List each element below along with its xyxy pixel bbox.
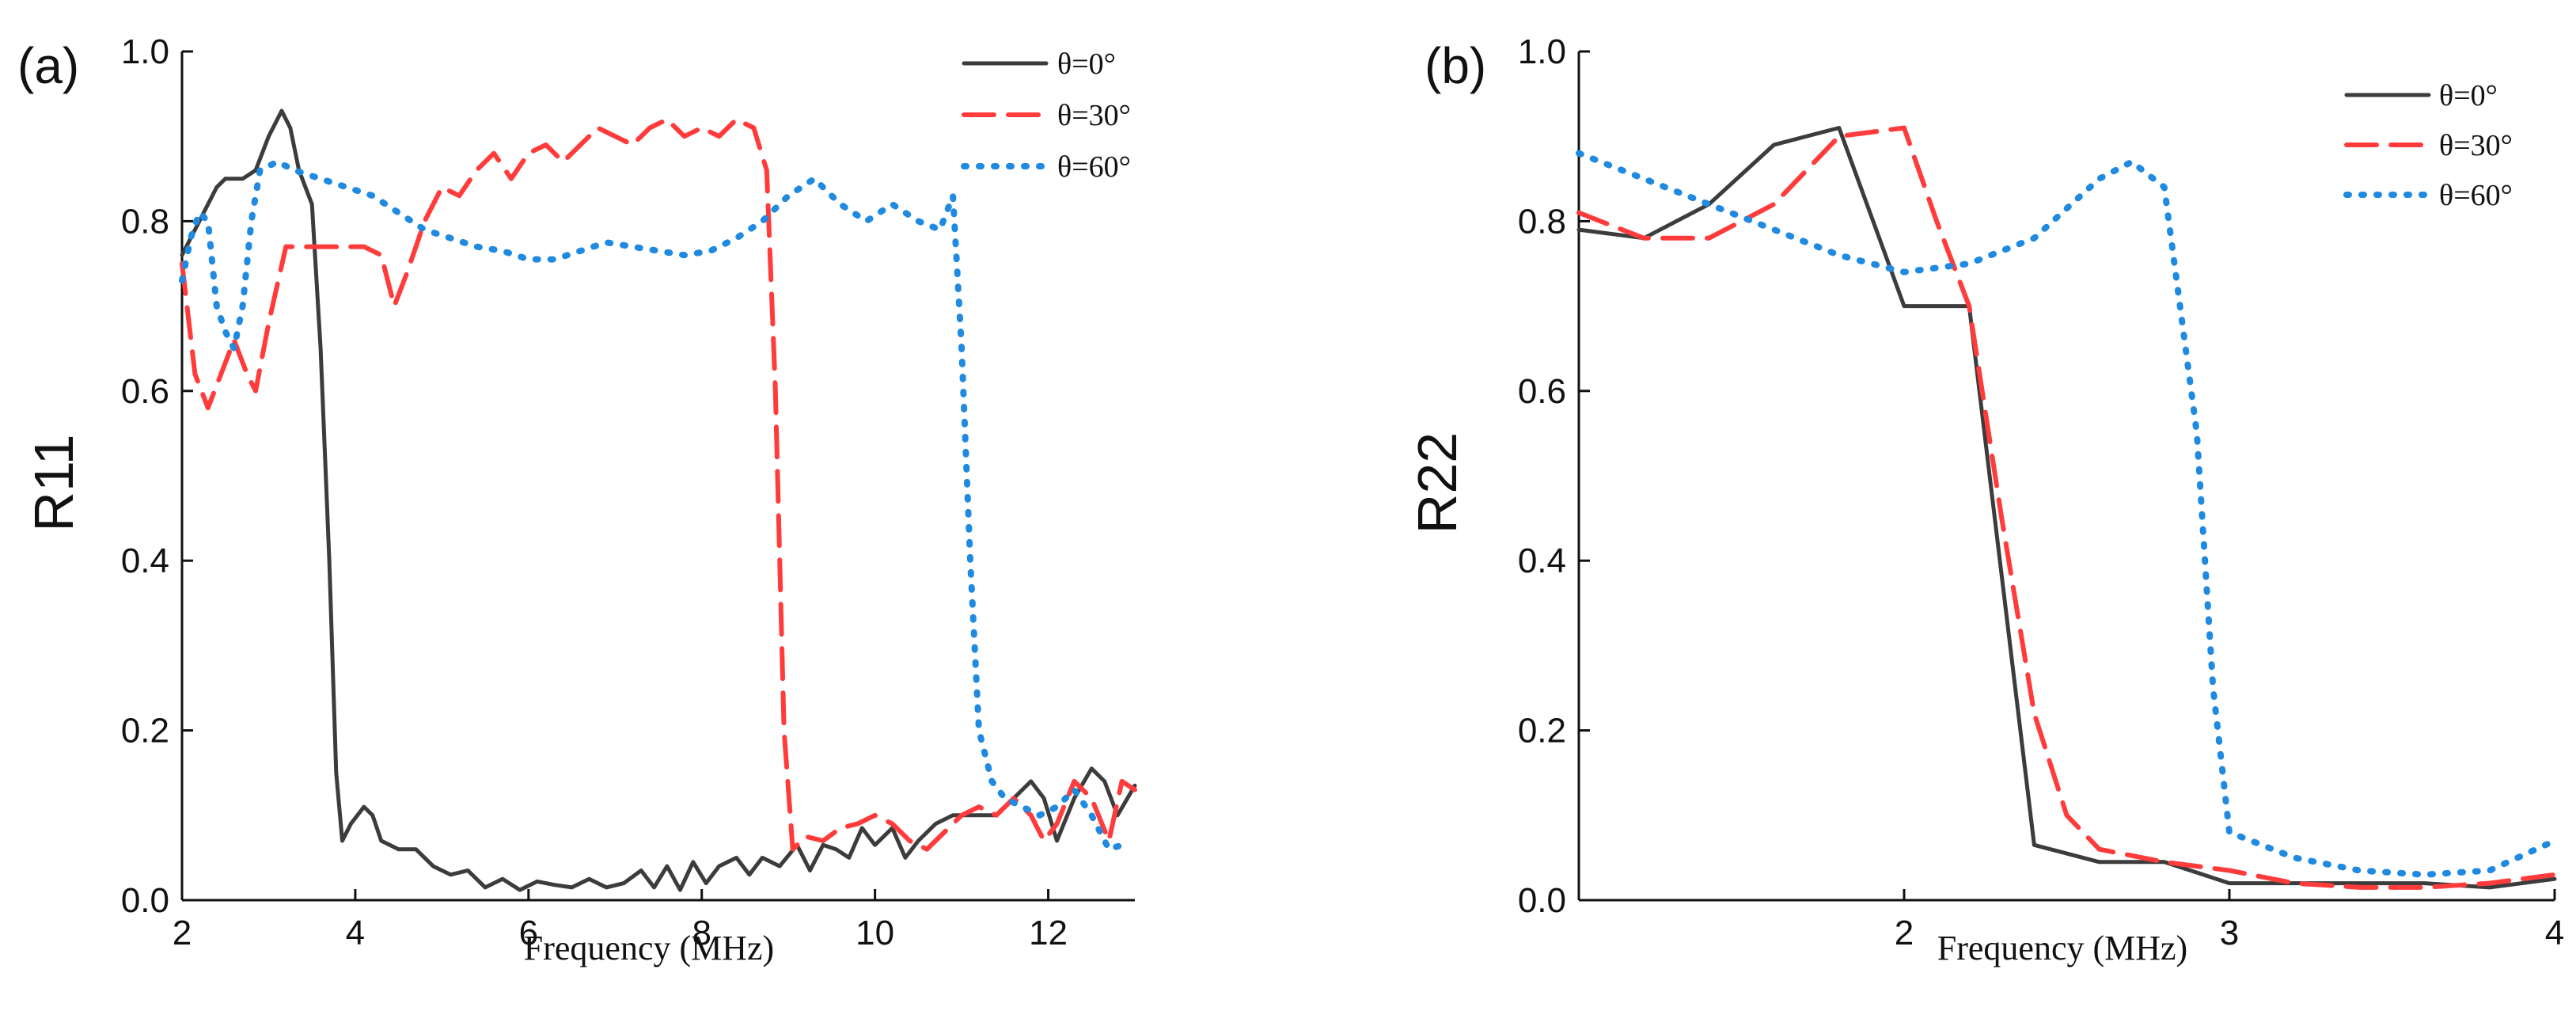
panel-a-ticks: 0.0 0.2 0.4 0.6 0.8 1.0 2 4 6 8 10 12	[121, 32, 1068, 952]
legend-label-theta-0: θ=0°	[1057, 48, 1116, 81]
panel-b-ticks: 0.0 0.2 0.4 0.6 0.8 1.0 2 3 4	[1518, 32, 2564, 952]
legend-label-theta-30: θ=30°	[2439, 129, 2513, 162]
panel-a-x-tick-label: 10	[856, 914, 894, 952]
chart-panel-b: (b) R22 Frequency (MHz) 0.0 0.2 0.4 0.6 0.8 1…	[1406, 32, 2564, 967]
panel-b-y-axis-title: R22	[1406, 432, 1468, 534]
panel-a-x-axis-title: Frequency (MHz)	[524, 929, 774, 967]
panel-b-x-tick-label: 3	[2220, 914, 2239, 952]
panel-b-y-tick-label: 0.2	[1518, 712, 1566, 751]
panel-b-y-tick-label: 1.0	[1518, 32, 1566, 71]
panel-b-y-tick-label: 0.8	[1518, 202, 1566, 241]
panel-a-x-tick-label: 6	[519, 914, 538, 952]
panel-a-y-tick-label: 0.2	[121, 712, 169, 751]
panel-a-series-line-theta-30	[180, 116, 1137, 852]
panel-b-y-tick-label: 0.6	[1518, 372, 1566, 411]
panel-a-y-axis-title: R11	[23, 434, 85, 531]
chart-panel-a: (a) R11 Frequency (MHz) 0.0 0.2 0.4 0.6 0.8 1…	[17, 32, 1137, 967]
panel-b-label: (b)	[1425, 37, 1486, 94]
panel-a-y-tick-label: 0.6	[121, 372, 169, 411]
panel-a-y-tick-label: 0.4	[121, 542, 169, 580]
panel-b-x-axis-title: Frequency (MHz)	[1937, 929, 2187, 967]
panel-a-x-tick-label: 2	[173, 914, 192, 952]
panel-a-x-tick-label: 12	[1029, 914, 1068, 952]
panel-a-legend: θ=0° θ=30° θ=60°	[961, 48, 1131, 184]
panel-b-y-tick-label: 0.4	[1518, 542, 1566, 580]
legend-label-theta-60: θ=60°	[2439, 179, 2513, 212]
panel-b-x-tick-label: 4	[2545, 914, 2564, 952]
panel-a-series-line-theta-0	[180, 108, 1137, 892]
panel-b-series-line-theta-30	[1576, 125, 2557, 890]
panel-a-x-tick-label: 8	[692, 914, 711, 952]
panel-b-series-line-theta-0	[1576, 126, 2557, 890]
panel-b-x-tick-label: 2	[1895, 914, 1914, 952]
panel-a-y-tick-label: 0.0	[121, 881, 169, 920]
legend-label-theta-60: θ=60°	[1057, 150, 1131, 184]
panel-b-series-line-theta-60	[1576, 150, 2558, 878]
legend-label-theta-0: θ=0°	[2439, 79, 2498, 112]
panel-a-y-tick-label: 0.8	[121, 202, 169, 241]
panel-a-y-tick-label: 1.0	[121, 32, 169, 71]
panel-b-y-tick-label: 0.0	[1518, 881, 1566, 920]
panel-b-legend: θ=0° θ=30° θ=60°	[2343, 79, 2513, 212]
panel-a-label: (a)	[17, 37, 79, 94]
legend-label-theta-30: θ=30°	[1057, 99, 1131, 132]
panel-a-x-tick-label: 4	[346, 914, 365, 952]
panel-b-series-group	[1576, 125, 2558, 890]
panel-a-series-line-theta-60	[179, 158, 1125, 853]
panel-a-series-group	[179, 108, 1137, 892]
